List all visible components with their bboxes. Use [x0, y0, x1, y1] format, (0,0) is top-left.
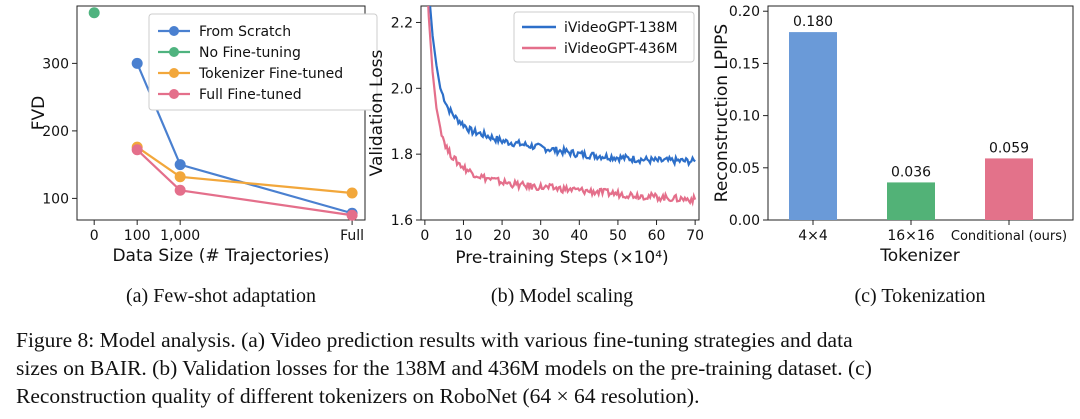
legend-marker: [169, 47, 179, 57]
legend-box: [513, 11, 695, 63]
bar: [789, 32, 837, 220]
y-tick-label: 0.20: [729, 4, 760, 20]
x-tick-label: 100: [124, 228, 151, 244]
x-axis-label: Tokenizer: [879, 246, 959, 266]
caption-line: Figure 8: Model analysis. (a) Video pred…: [16, 328, 853, 352]
data-point: [174, 159, 186, 171]
x-tick-label: 16×16: [887, 228, 934, 244]
y-axis-label: FVD: [29, 96, 49, 131]
data-point: [174, 184, 186, 196]
y-tick-label: 0.05: [729, 161, 760, 177]
plot-frame: [420, 5, 700, 221]
x-tick-label: 4×4: [798, 228, 828, 244]
x-axis-label: Pre-training Steps (×10⁴): [455, 248, 668, 268]
legend-marker: [169, 89, 179, 99]
bar: [985, 158, 1033, 220]
x-axis-label: Data Size (# Trajectories): [112, 246, 329, 266]
legend-label: iVideoGPT-138M: [564, 20, 678, 36]
caption-line: sizes on BAIR. (b) Validation losses for…: [16, 356, 872, 380]
x-tick-label: Full: [340, 228, 364, 244]
y-tick-label: 100: [42, 191, 69, 207]
x-tick-label: 50: [609, 228, 627, 244]
legend-label: From Scratch: [199, 24, 291, 40]
bar: [887, 182, 935, 220]
subcaption-a: (a) Few-shot adaptation: [126, 285, 316, 307]
y-tick-label: 1.6: [391, 213, 413, 229]
data-point: [346, 209, 358, 221]
figure-caption: Figure 8: Model analysis. (a) Video pred…: [16, 326, 1066, 410]
bar-value-label: 0.059: [989, 140, 1029, 156]
y-tick-label: 0.00: [729, 213, 760, 229]
data-point: [131, 144, 143, 156]
x-tick-label: 70: [686, 228, 704, 244]
y-tick-label: 0.10: [729, 109, 760, 125]
y-tick-label: 300: [42, 56, 69, 72]
plot-frame: [76, 5, 366, 221]
legend-box: [148, 13, 378, 111]
y-tick-label: 200: [42, 124, 69, 140]
caption-line: Reconstruction quality of different toke…: [16, 384, 700, 408]
data-point: [88, 7, 100, 19]
y-axis-label: Reconstruction LPIPS: [712, 24, 732, 202]
legend-label: Tokenizer Fine-tuned: [198, 66, 343, 82]
bar-value-label: 0.180: [793, 14, 833, 30]
subcaption-c: (c) Tokenization: [855, 285, 986, 307]
series-line-tokenizer-fine-tuned: [136, 146, 353, 195]
x-tick-label: 0: [420, 228, 429, 244]
legend-marker: [169, 26, 179, 36]
x-tick-label: 60: [648, 228, 666, 244]
x-tick-label: Conditional (ours): [951, 229, 1067, 244]
legend-label: No Fine-tuning: [199, 45, 301, 61]
data-point: [131, 57, 143, 69]
x-tick-label: 20: [493, 228, 511, 244]
legend-marker: [169, 68, 179, 78]
legend-label: iVideoGPT-436M: [564, 41, 678, 57]
panel-tokenization: 0.00 0.05 0.10 0.15 0.20 0.180 4×4 0.036 16×16 0…: [712, 4, 1074, 307]
panel-few-shot: 100 200 300 0 100 1,000 Full From Scratch No F…: [29, 5, 378, 307]
y-axis-label: Validation Loss: [367, 50, 387, 177]
series-line-138m: [428, 6, 696, 168]
y-tick-label: 1.8: [391, 147, 413, 163]
data-point: [174, 171, 186, 183]
x-tick-label: 0: [90, 228, 99, 244]
y-tick-label: 2.2: [391, 15, 413, 31]
data-point: [346, 187, 358, 199]
subcaption-b: (b) Model scaling: [491, 285, 633, 307]
x-tick-label: 30: [532, 228, 550, 244]
panel-model-scaling: 1.6 1.8 2.0 2.2 0 10 20 30 40 50 60 70 iVideoGPT-1…: [367, 5, 704, 307]
series-line-436m: [427, 6, 697, 207]
x-tick-label: 1,000: [160, 228, 200, 244]
bar-value-label: 0.036: [891, 164, 931, 180]
x-tick-label: 40: [570, 228, 588, 244]
y-tick-label: 0.15: [729, 56, 760, 72]
legend-label: Full Fine-tuned: [199, 87, 302, 103]
y-tick-label: 2.0: [391, 81, 413, 97]
x-tick-label: 10: [455, 228, 473, 244]
